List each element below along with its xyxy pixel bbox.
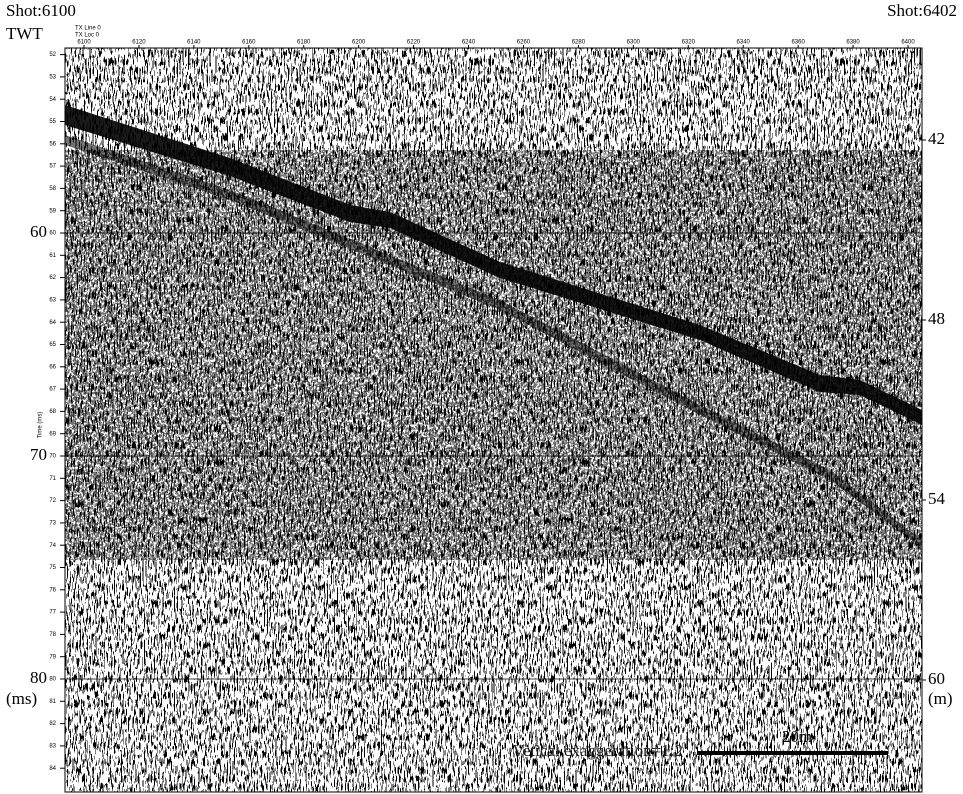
top-tick-label: 6240: [462, 40, 476, 46]
left-minor-label: 61: [49, 253, 56, 259]
left-minor-label: 74: [49, 543, 56, 549]
left-minor-label: 79: [49, 654, 56, 660]
scale-label: 20m: [782, 727, 812, 746]
line-label: TX Line 0: [75, 26, 101, 32]
left-minor-label: 60: [49, 231, 56, 237]
left-minor-label: 53: [49, 74, 56, 80]
left-minor-label: 72: [49, 498, 56, 504]
left-minor-label: 66: [49, 364, 56, 370]
left-minor-label: 67: [49, 387, 56, 393]
left-minor-label: 83: [49, 743, 56, 749]
left-minor-label: 84: [49, 766, 56, 772]
top-tick-label: 6200: [352, 40, 366, 46]
left-minor-label: 63: [49, 297, 56, 303]
top-tick-label: 6140: [187, 40, 201, 46]
left-minor-label: 55: [49, 119, 56, 125]
top-tick-label: 6320: [682, 40, 696, 46]
top-tick-label: 6360: [791, 40, 805, 46]
left-minor-label: 52: [49, 52, 56, 58]
top-tick-label: 6160: [242, 40, 256, 46]
left-minor-label: 68: [49, 409, 56, 415]
left-minor-label: 59: [49, 208, 56, 214]
left-minor-label: 76: [49, 587, 56, 593]
top-tick-label: 6100: [77, 40, 91, 46]
left-minor-label: 71: [49, 476, 56, 482]
left-minor-label: 56: [49, 141, 56, 147]
left-minor-label: 57: [49, 164, 56, 170]
left-minor-label: 78: [49, 632, 56, 638]
left-major-label: 60: [30, 222, 47, 241]
top-tick-label: 6340: [737, 40, 751, 46]
left-major-label: 70: [30, 445, 47, 464]
right-unit: (m): [928, 689, 953, 708]
left-minor-label: 75: [49, 565, 56, 571]
left-minor-label: 70: [49, 454, 56, 460]
left-unit: (ms): [6, 689, 37, 708]
left-minor-label: 64: [49, 320, 56, 326]
shot-right: Shot:6402: [887, 1, 957, 20]
right-tick-label: 54: [928, 489, 946, 508]
left-minor-label: 62: [49, 275, 56, 281]
exaggeration: Vetical exaggeration=1:2: [512, 741, 683, 760]
top-tick-label: 6400: [901, 40, 915, 46]
left-minor-label: 73: [49, 520, 56, 526]
shot-left: Shot:6100: [6, 1, 76, 20]
left-minor-label: 81: [49, 699, 56, 705]
top-tick-label: 6180: [297, 40, 311, 46]
left-minor-label: 77: [49, 610, 56, 616]
top-tick-label: 6260: [517, 40, 531, 46]
seismic-figure: Shot:6100 Shot:6402 TWT TX Line 0 TX Loc…: [0, 0, 963, 794]
left-minor-label: 65: [49, 342, 56, 348]
left-minor-label: 69: [49, 431, 56, 437]
top-tick-label: 6220: [407, 40, 421, 46]
top-tick-label: 6120: [132, 40, 146, 46]
left-axis-title: Time (ms): [38, 412, 44, 439]
twt-label: TWT: [6, 24, 43, 43]
right-tick-label: 48: [928, 309, 945, 328]
left-minor-label: 58: [49, 186, 56, 192]
right-tick-label: 42: [928, 129, 945, 148]
right-tick-label: 60: [928, 669, 945, 688]
left-major-label: 80: [30, 668, 47, 687]
top-tick-label: 6300: [627, 40, 641, 46]
seismic-section: [65, 48, 922, 792]
left-minor-label: 54: [49, 97, 56, 103]
left-minor-label: 80: [49, 677, 56, 683]
top-tick-label: 6380: [846, 40, 860, 46]
left-minor-label: 82: [49, 721, 56, 727]
top-tick-label: 6280: [572, 40, 586, 46]
loc-label: TX Loc 0: [75, 33, 100, 39]
